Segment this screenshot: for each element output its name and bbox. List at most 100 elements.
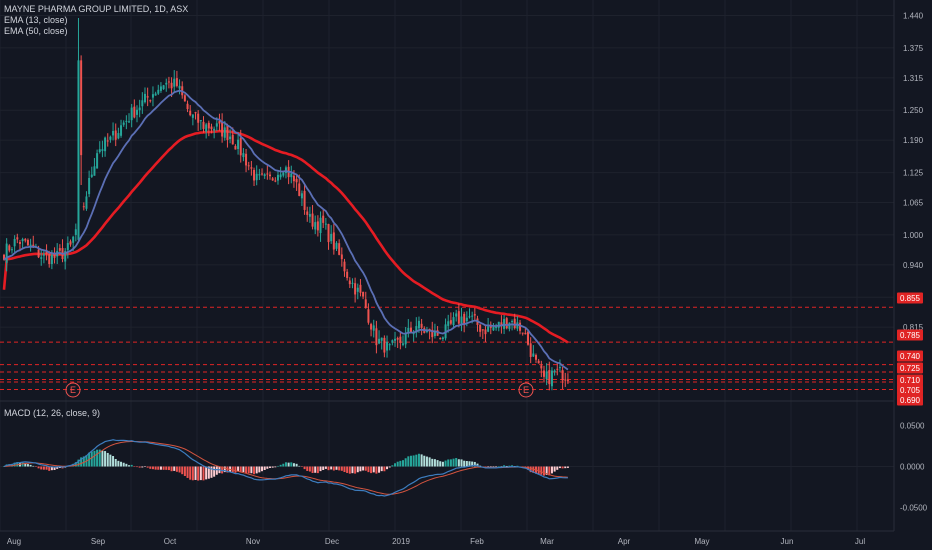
- candle-body: [471, 315, 474, 317]
- macd-histogram-bar: [292, 463, 295, 467]
- macd-histogram-bar: [242, 466, 245, 473]
- macd-histogram-bar: [82, 456, 85, 467]
- candle-body: [378, 338, 381, 344]
- candle-body: [191, 114, 194, 118]
- candle-body: [250, 167, 253, 169]
- candle-body: [524, 332, 527, 335]
- legend-macd[interactable]: MACD (12, 26, close, 9): [4, 408, 101, 418]
- macd-histogram-bar: [245, 466, 248, 474]
- candle-body: [106, 140, 109, 142]
- macd-histogram-bar: [109, 454, 112, 467]
- chart-legend: MAYNE PHARMA GROUP LIMITED, 1D, ASX EMA …: [4, 4, 188, 37]
- time-axis[interactable]: Aug Sep Oct Nov Dec 2019 Feb Mar Apr May Jun Jul: [7, 537, 865, 546]
- macd-histogram-bar: [492, 466, 495, 468]
- candle-body: [234, 145, 237, 150]
- macd-line: [3, 439, 568, 497]
- time-tick-label: Sep: [91, 537, 106, 546]
- candle-body: [463, 313, 466, 324]
- candle-body: [479, 324, 482, 332]
- candle-body: [82, 206, 85, 208]
- candle-body: [221, 121, 224, 137]
- candle-body: [481, 329, 484, 331]
- macd-histogram-bar: [505, 465, 508, 467]
- candle-body: [340, 254, 343, 260]
- candle-body: [157, 89, 160, 94]
- ema50-line-group: [2, 129, 569, 344]
- candle-body: [457, 311, 460, 324]
- candle-body: [300, 193, 303, 199]
- earnings-event-marker[interactable]: [518, 382, 534, 398]
- candle-body: [468, 316, 471, 318]
- macd-histogram-bar: [104, 451, 107, 467]
- macd-histogram-bar: [56, 466, 59, 469]
- candle-body: [128, 121, 131, 123]
- candle-body: [508, 322, 511, 329]
- macd-histogram-bar: [338, 466, 341, 471]
- macd-histogram-bar: [447, 459, 450, 467]
- candle-body: [545, 371, 548, 380]
- candle-body: [402, 343, 404, 345]
- candle-body: [159, 86, 162, 91]
- macd-histogram-bar: [247, 466, 250, 474]
- ema13-line: [3, 89, 569, 371]
- candle-body: [425, 330, 428, 333]
- macd-histogram-bar: [420, 454, 423, 467]
- candle-body: [263, 174, 266, 176]
- macd-histogram-bar: [497, 466, 500, 467]
- macd-histogram-bar: [558, 466, 561, 469]
- candle-body: [146, 96, 149, 98]
- macd-histogram-bar: [319, 466, 322, 472]
- candle-body: [202, 121, 205, 129]
- candle-body: [136, 109, 138, 115]
- candle-body: [306, 211, 309, 215]
- macd-histogram-bar: [330, 466, 333, 470]
- macd-histogram-bar: [367, 466, 370, 473]
- macd-histogram-bar: [436, 460, 439, 467]
- candle-body: [5, 243, 8, 263]
- candle-body: [314, 222, 317, 230]
- candle-body: [24, 239, 27, 241]
- macd-histogram-bar: [370, 466, 373, 474]
- macd-histogram-bar: [388, 466, 391, 468]
- macd-histogram-bar: [266, 466, 269, 469]
- candle-body: [433, 331, 436, 337]
- candle-body: [558, 367, 561, 369]
- macd-histogram-bar: [125, 463, 128, 467]
- price-label-text: 0.785: [900, 331, 921, 340]
- macd-histogram-bar: [253, 466, 256, 475]
- macd-histogram-bar: [476, 463, 479, 467]
- candle-body: [505, 318, 508, 329]
- earnings-event-label: E: [523, 385, 529, 395]
- macd-histogram-bar: [53, 466, 56, 470]
- candle-body: [120, 125, 123, 136]
- macd-histogram-bar: [21, 462, 24, 467]
- macd-histogram-bar: [284, 462, 287, 467]
- macd-histogram-bar: [503, 465, 506, 467]
- macd-histogram-bar: [250, 466, 253, 474]
- candle-body: [354, 283, 357, 295]
- macd-histogram-bar: [269, 466, 271, 468]
- macd-histogram-bar: [545, 466, 548, 475]
- candle-body: [213, 128, 216, 131]
- legend-title[interactable]: MAYNE PHARMA GROUP LIMITED, 1D, ASX: [4, 4, 189, 14]
- macd-histogram-bar: [396, 461, 399, 467]
- candle-body: [72, 236, 75, 243]
- macd-histogram-bar: [409, 455, 412, 467]
- candle-body: [247, 165, 250, 167]
- candle-body: [473, 314, 476, 316]
- candle-body: [566, 380, 569, 382]
- macd-histogram-bar: [550, 466, 553, 474]
- candle-body: [465, 317, 468, 322]
- macd-histogram-bar: [340, 466, 343, 471]
- legend-ema50[interactable]: EMA (50, close): [4, 26, 68, 36]
- macd-histogram-bar: [151, 466, 154, 470]
- candle-body: [40, 257, 43, 259]
- legend-ema13[interactable]: EMA (13, close): [4, 15, 68, 25]
- macd-histogram-bar: [157, 466, 160, 470]
- macd-axis[interactable]: 0.0500 0.0000 -0.0500: [900, 421, 928, 512]
- candle-body: [117, 133, 120, 139]
- macd-histogram-bar: [300, 466, 303, 467]
- macd-histogram-bar: [425, 456, 428, 467]
- earnings-event-marker[interactable]: [65, 382, 81, 398]
